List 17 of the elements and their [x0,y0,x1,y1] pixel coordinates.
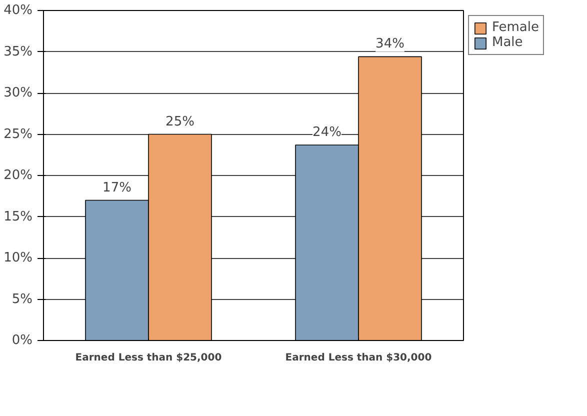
y-tick-label: 30% [4,86,33,100]
y-tick-label: 0% [12,333,32,348]
legend-label: Female [492,20,540,35]
y-tick-label: 35% [4,44,33,60]
data-label: 25% [166,114,194,130]
y-tick-label: 10% [4,250,33,266]
data-label: 17% [102,180,132,196]
y-tick-label: 40% [4,3,33,18]
data-label: 24% [312,124,342,140]
x-tick-label: Earned Less than $25,000 [75,352,222,364]
y-tick-label: 5% [12,292,32,307]
x-tick-label: Earned Less than $30,000 [285,352,432,364]
data-label: 34% [376,36,404,52]
legend-label: Male [492,35,523,50]
y-tick-label: 20% [4,168,33,183]
y-tick-label: 15% [4,209,33,224]
y-tick-label: 25% [4,126,33,142]
